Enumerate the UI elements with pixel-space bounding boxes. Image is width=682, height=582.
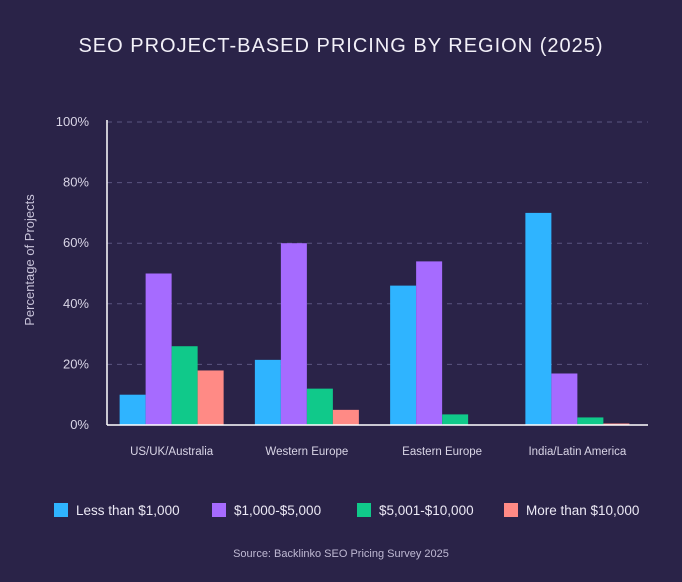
legend-swatch bbox=[212, 503, 226, 517]
legend-swatch bbox=[54, 503, 68, 517]
legend: Less than $1,000 $1,000-$5,000 $5,001-$10,… bbox=[54, 503, 639, 518]
y-axis-ticks: 0% 20% 40% 60% 80% 100% bbox=[56, 114, 90, 432]
bar-india-latin-america-less-than-1-000 bbox=[525, 212, 552, 425]
bar-western-europe-less-than-1-000 bbox=[254, 359, 281, 425]
gridlines bbox=[107, 121, 648, 365]
legend-swatch bbox=[357, 503, 371, 517]
legend-label: $5,001-$10,000 bbox=[379, 503, 474, 518]
bar-us-uk-australia-more-than-10-000 bbox=[197, 370, 224, 425]
bar-eastern-europe-5-001-10-000 bbox=[442, 414, 469, 425]
bars bbox=[119, 212, 630, 425]
y-tick-label: 100% bbox=[56, 114, 90, 129]
legend-item-more-than-10-000: More than $10,000 bbox=[504, 503, 639, 518]
bar-india-latin-america-more-than-10-000 bbox=[603, 423, 630, 425]
bar-eastern-europe-less-than-1-000 bbox=[390, 285, 417, 425]
axes bbox=[106, 120, 648, 426]
legend-item-less-than-1-000: Less than $1,000 bbox=[54, 503, 180, 518]
legend-label: Less than $1,000 bbox=[76, 503, 180, 518]
x-category-label: India/Latin America bbox=[528, 446, 626, 458]
bar-western-europe-1-000-5-000 bbox=[280, 243, 307, 425]
legend-swatch bbox=[504, 503, 518, 517]
y-tick-label: 40% bbox=[63, 296, 89, 311]
legend-item-5-001-10-000: $5,001-$10,000 bbox=[357, 503, 474, 518]
bar-us-uk-australia-5-001-10-000 bbox=[171, 346, 198, 425]
x-category-label: US/UK/Australia bbox=[130, 446, 214, 458]
bar-india-latin-america-1-000-5-000 bbox=[551, 373, 578, 425]
legend-label: More than $10,000 bbox=[526, 503, 639, 518]
bar-eastern-europe-1-000-5-000 bbox=[416, 261, 443, 425]
legend-item-1-000-5-000: $1,000-$5,000 bbox=[212, 503, 321, 518]
x-axis-categories: US/UK/Australia Western Europe Eastern Eur… bbox=[130, 446, 627, 458]
y-axis-label: Percentage of Projects bbox=[22, 194, 37, 326]
legend-label: $1,000-$5,000 bbox=[234, 503, 321, 518]
x-category-label: Western Europe bbox=[265, 446, 348, 458]
y-tick-label: 60% bbox=[63, 235, 89, 250]
y-tick-label: 20% bbox=[63, 356, 89, 371]
x-category-label: Eastern Europe bbox=[402, 446, 482, 458]
y-tick-label: 80% bbox=[63, 175, 89, 190]
bar-western-europe-5-001-10-000 bbox=[306, 388, 333, 425]
bar-us-uk-australia-less-than-1-000 bbox=[119, 394, 146, 425]
bar-us-uk-australia-1-000-5-000 bbox=[145, 273, 172, 425]
chart-title: SEO PROJECT-BASED PRICING BY REGION (202… bbox=[78, 35, 603, 57]
bar-india-latin-america-5-001-10-000 bbox=[577, 417, 604, 425]
bar-western-europe-more-than-10-000 bbox=[332, 409, 359, 425]
source-note: Source: Backlinko SEO Pricing Survey 202… bbox=[233, 548, 449, 560]
y-tick-label: 0% bbox=[70, 417, 89, 432]
